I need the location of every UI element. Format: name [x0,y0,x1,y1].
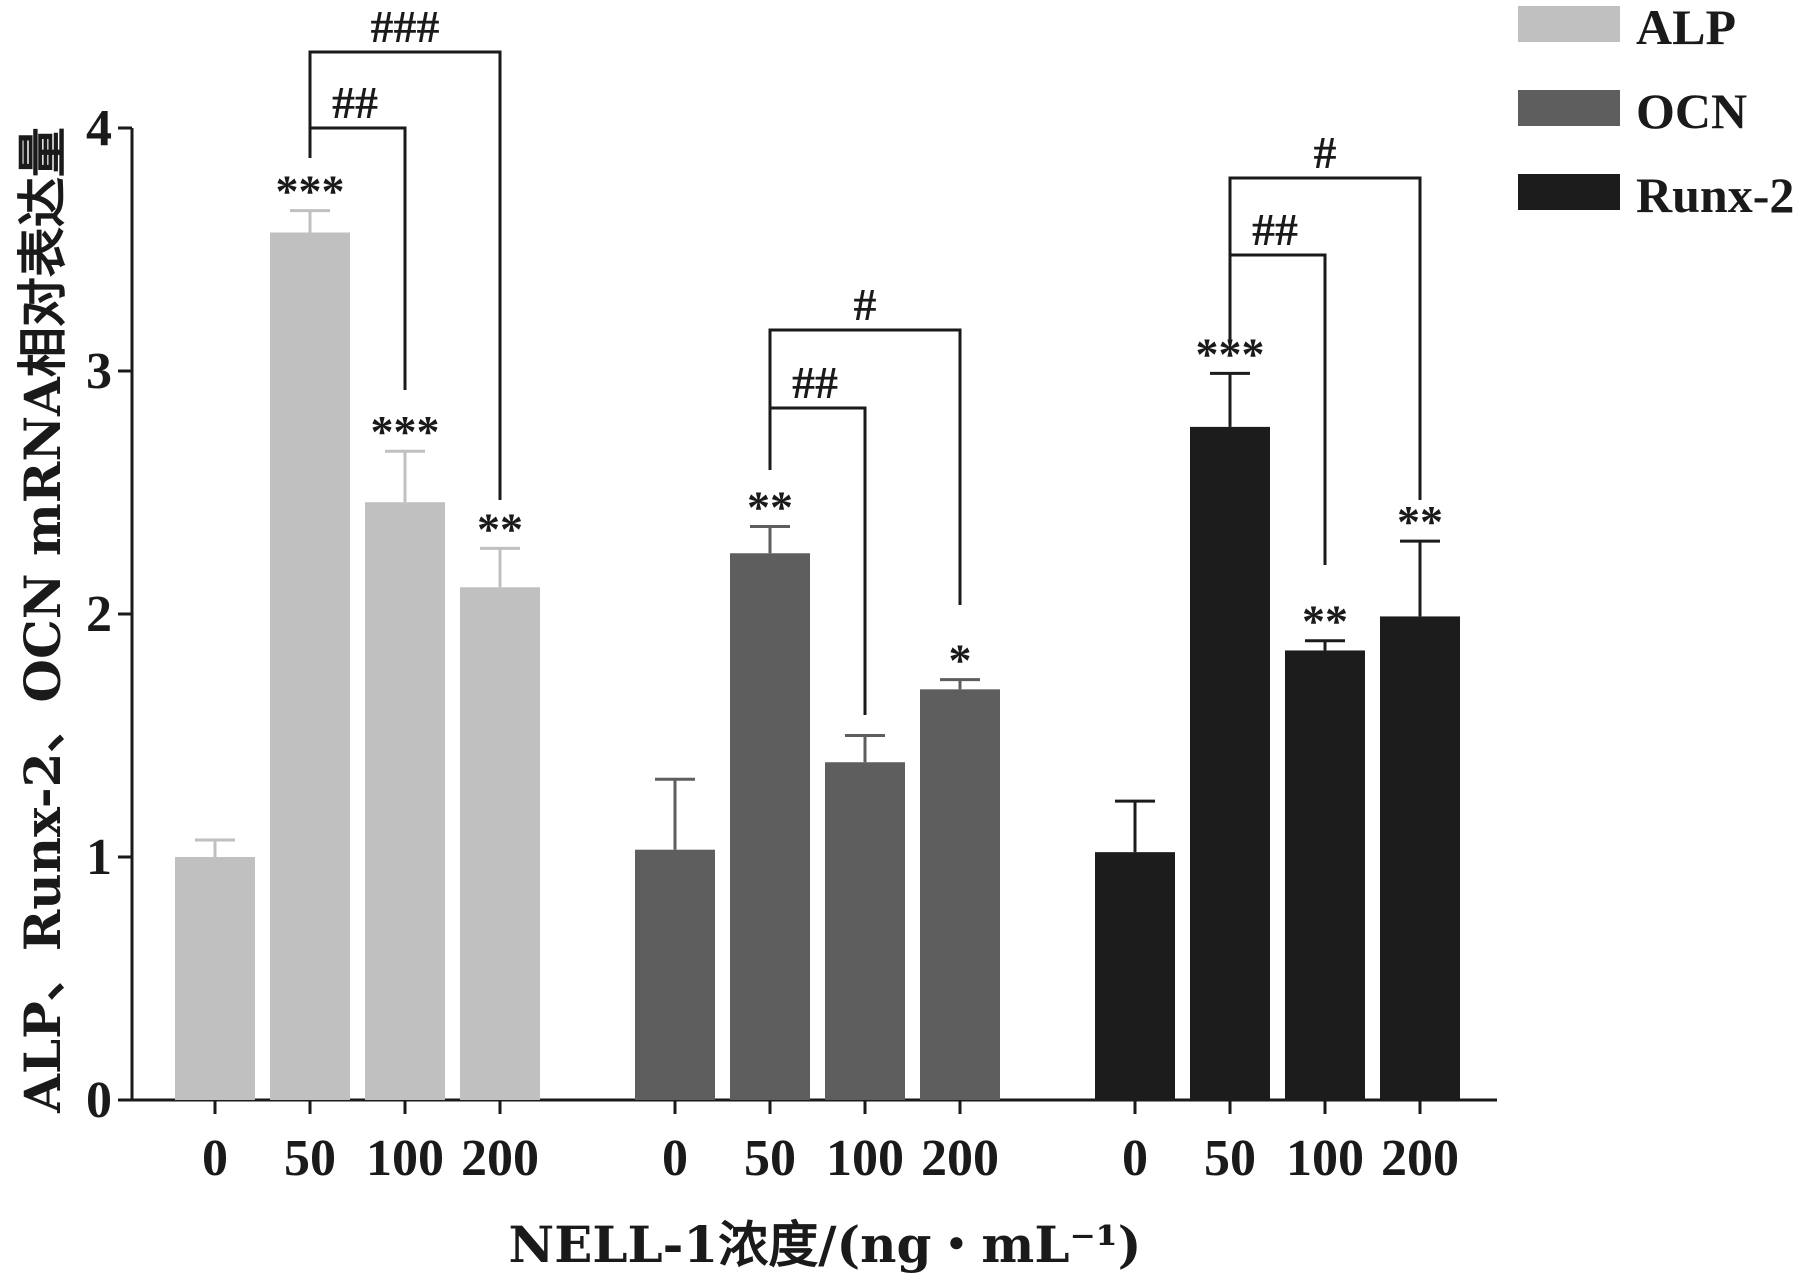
bar [920,689,1000,1100]
bars [175,209,1460,1101]
x-tick-label: 200 [1381,1130,1459,1187]
significance-stars: * [949,635,972,686]
y-axis-title: ALP、Runx-2、OCN mRNA相对表达量 [13,127,72,1114]
y-tick-label: 1 [86,829,112,886]
legend-swatch [1518,90,1620,126]
y-tick-label: 3 [86,343,112,400]
significance-stars: ** [1397,496,1443,547]
bar [730,553,810,1100]
legend-label: OCN [1636,83,1747,139]
y-tick-label: 2 [86,586,112,643]
x-tick-label: 0 [662,1130,688,1187]
legend: ALP OCN Runx-2 [1518,0,1794,223]
x-axis-title: NELL-1浓度/(ng・mL⁻¹) [509,1215,1142,1274]
bar [1285,650,1365,1100]
bar [270,232,350,1101]
comparison-bracket [308,50,502,500]
bar [365,502,445,1101]
bar [460,587,540,1100]
legend-label: Runx-2 [1636,167,1794,223]
bar [175,857,255,1100]
x-tick-label: 0 [202,1130,228,1187]
y-tick-label: 0 [86,1072,112,1129]
x-tick-label: 0 [1122,1130,1148,1187]
comparison-label: ## [792,357,838,408]
significance-stars: ** [1302,596,1348,647]
legend-swatch [1518,174,1620,210]
legend-label: ALP [1636,0,1736,55]
comparison-label: ### [371,1,440,52]
significance-stars: ** [477,503,523,554]
x-tick-label: 50 [1204,1130,1256,1187]
comparison-label: ## [1252,204,1298,255]
x-tick-label: 100 [366,1130,444,1187]
y-tick-label: 4 [86,100,112,157]
bar [1380,616,1460,1100]
significance-annotations: ******** **********########### [276,1,1443,715]
bar [1095,852,1175,1100]
significance-stars: *** [276,166,345,217]
bar [825,762,905,1100]
significance-stars: *** [371,406,440,457]
bar [1190,426,1270,1100]
x-tick-label: 100 [826,1130,904,1187]
significance-stars: ** [747,482,793,533]
comparison-bracket [1228,176,1422,500]
x-tick-label: 200 [921,1130,999,1187]
comparison-label: # [1314,127,1337,178]
tick-labels: 0 1 2 3 4 0 50 100 200 0 50 100 200 0 50 100 200 [86,100,1459,1187]
comparison-bracket [768,328,962,605]
x-tick-label: 100 [1286,1130,1364,1187]
x-tick-label: 50 [744,1130,796,1187]
comparison-label: # [854,279,877,330]
comparison-label: ## [332,77,378,128]
bar [635,849,715,1100]
x-tick-label: 50 [284,1130,336,1187]
legend-swatch [1518,6,1620,42]
x-tick-label: 200 [461,1130,539,1187]
